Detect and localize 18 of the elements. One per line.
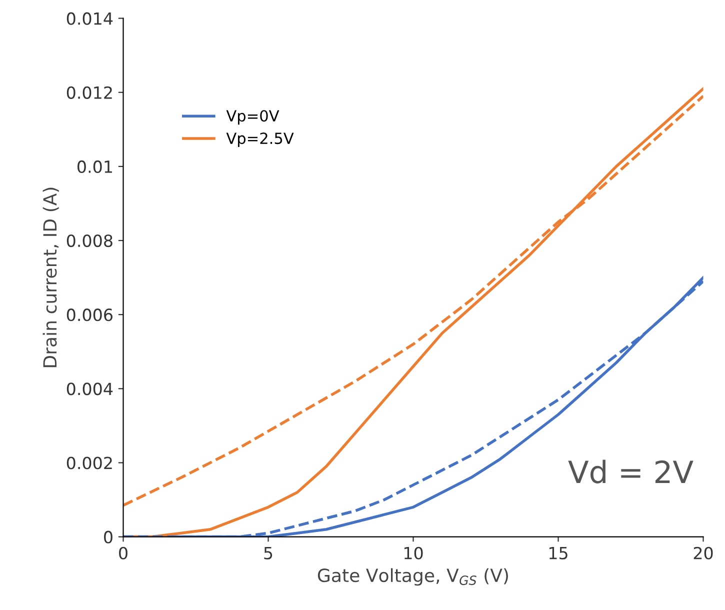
legend-label: Vp=0V	[226, 110, 280, 125]
y-tick-label: 0.012	[66, 86, 112, 99]
x-tick-label: 15	[549, 547, 568, 560]
y-axis-title: Drain current, ID (A)	[42, 188, 59, 368]
y-tick-label: 0.002	[66, 456, 112, 470]
x-tick-label: 10	[404, 546, 423, 560]
y-tick-label: 0.008	[66, 234, 112, 248]
y-tick-label: 0.01	[78, 160, 112, 174]
y-tick-label: 0.004	[66, 382, 113, 396]
x-axis-title: Gate Voltage, V$_{GS}$ (V)	[318, 568, 508, 586]
y-tick-label: 0.014	[66, 12, 113, 25]
x-tick-label: 5	[264, 547, 272, 560]
legend-label: Vp=2.5V	[226, 132, 294, 148]
annotation: Vd = 2V	[568, 460, 694, 484]
x-tick-label: 0	[119, 546, 128, 560]
y-tick-label: 0.006	[66, 308, 112, 322]
x-tick-label: 20	[694, 546, 713, 560]
y-tick-label: 0	[104, 530, 112, 544]
